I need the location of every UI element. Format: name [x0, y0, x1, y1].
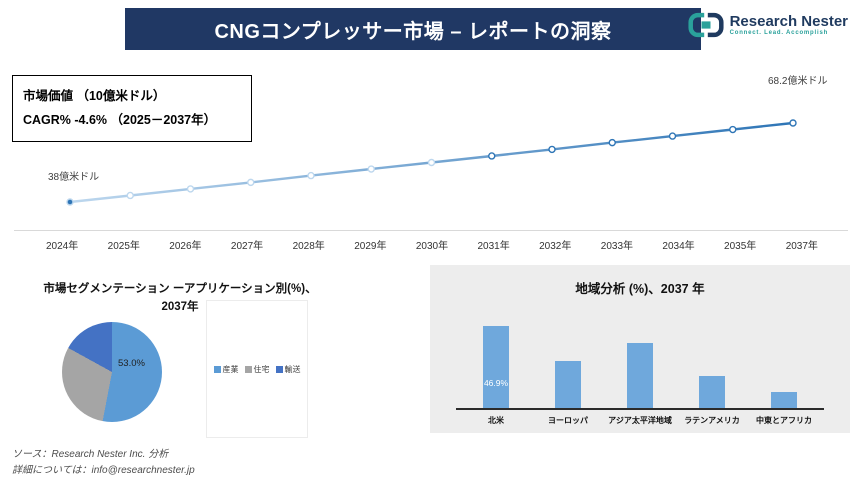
bar-area: [627, 316, 653, 408]
regional-analysis-panel: 地域分析 (%)、2037 年 46.9% 北米 ヨーロッパ アジア太平洋地域 ラテンア…: [430, 265, 850, 433]
line-data-point: [126, 191, 134, 200]
pie-title-line2: 2037年: [161, 300, 199, 313]
market-value-label: 市場価値 （10億米ドル）: [23, 89, 166, 103]
bar-category-label: 中東とアフリカ: [756, 416, 812, 425]
year-tick-label: 2028年: [292, 241, 325, 252]
legend-item: 住宅: [244, 364, 270, 375]
line-data-point: [548, 145, 556, 154]
legend-label: 輸送: [284, 364, 301, 374]
bar-category-label: ラテンアメリカ: [684, 416, 740, 425]
line-data-point: [186, 185, 195, 193]
bar-data-label: 46.9%: [483, 378, 509, 388]
line-end-value-label: 68.2億米ドル: [768, 76, 828, 87]
line-data-point: [668, 132, 677, 140]
bar-category-label: 北米: [488, 416, 504, 425]
line-data-point: [66, 198, 74, 206]
pie-legend-panel: 産業 住宅 輸送: [206, 300, 308, 438]
details-line: 詳細については：info@researchnester.jp: [12, 464, 195, 476]
line-data-point: [427, 158, 436, 167]
year-tick-label: 2026年: [169, 241, 202, 252]
bar-column: アジア太平洋地域: [604, 316, 676, 426]
bar: [627, 342, 653, 408]
report-title-banner: CNGコンプレッサー市場 – レポートの洞察: [125, 8, 701, 50]
page-title: CNGコンプレッサー市場 – レポートの洞察: [214, 20, 612, 43]
bar-column: ヨーロッパ: [532, 316, 604, 426]
legend-swatch: [244, 365, 252, 373]
year-tick-label: 2024年: [46, 241, 79, 252]
bar-column: 46.9% 北米: [460, 316, 532, 426]
year-tick-label: 2037年: [785, 241, 818, 252]
year-tick-label: 2033年: [600, 241, 634, 252]
bar-area: [771, 316, 797, 408]
legend-label: 住宅: [253, 364, 270, 374]
bar-column: 中東とアフリカ: [748, 316, 820, 426]
line-start-value-label: 38億米ドル: [48, 172, 100, 183]
year-tick-label: 2025年: [107, 241, 140, 252]
market-value-line-chart: [66, 119, 797, 206]
year-tick-label: 2032年: [539, 241, 572, 252]
legend-label: 産業: [222, 364, 239, 374]
legend-swatch: [275, 365, 283, 373]
line-data-point: [789, 119, 797, 127]
research-nester-logo: Research Nester Connect. Lead. Accomplis…: [688, 11, 848, 39]
bar: 46.9%: [483, 325, 509, 408]
pie-chart-title: 市場セグメンテーション ーアプリケーション別(%)、 2037年: [40, 281, 320, 317]
bar-area: [555, 316, 581, 408]
bar-area: 46.9%: [483, 316, 509, 408]
line-data-point: [307, 171, 315, 180]
research-nester-logo-icon: [688, 12, 724, 38]
logo-name: Research Nester: [729, 12, 848, 30]
pie-title-line1: 市場セグメンテーション ーアプリケーション別(%)、: [43, 283, 317, 295]
x-axis-line: [14, 230, 848, 231]
legend-swatch: [213, 365, 221, 373]
bar-chart-axis-line: [456, 408, 824, 410]
logo-text-block: Research Nester Connect. Lead. Accomplis…: [729, 12, 848, 37]
bar-chart-title: 地域分析 (%)、2037 年: [575, 282, 705, 296]
segmentation-pie-chart: [62, 322, 162, 422]
pie-legend: 産業 住宅 輸送: [213, 364, 301, 375]
logo-tagline: Connect. Lead. Accomplish: [729, 30, 829, 37]
source-note: ソース：Research Nester Inc. 分析 詳細については：info…: [12, 447, 195, 478]
year-tick-label: 2030年: [415, 241, 449, 252]
line-data-point: [488, 152, 496, 160]
bar-column: ラテンアメリカ: [676, 316, 748, 426]
bar: [555, 360, 581, 408]
bar-category-label: アジア太平洋地域: [608, 416, 672, 425]
bar: [699, 376, 725, 408]
year-tick-label: 2027年: [230, 241, 264, 252]
year-tick-label: 2031年: [477, 241, 510, 252]
x-axis-year-labels: 2024年 2025年 2026年 2027年 2028年 2029年 2030年 2031年…: [46, 237, 818, 252]
bar: [771, 392, 797, 408]
line-data-point: [247, 178, 255, 187]
bar-category-label: ヨーロッパ: [548, 416, 588, 425]
year-tick-label: 2034年: [662, 241, 695, 252]
bar-chart: 46.9% 北米 ヨーロッパ アジア太平洋地域 ラテンアメリカ 中東とアフリカ: [460, 316, 820, 426]
pie-data-label: 53.0%: [118, 358, 145, 369]
line-data-point: [608, 138, 616, 147]
legend-item: 輸送: [275, 364, 301, 375]
market-value-box: 市場価値 （10億米ドル） CAGR% -4.6% （2025－2037年）: [12, 75, 252, 142]
bar-area: [699, 316, 725, 408]
line-data-point: [367, 165, 375, 173]
year-tick-label: 2035年: [724, 241, 757, 252]
year-tick-label: 2029年: [354, 241, 387, 252]
source-line: ソース：Research Nester Inc. 分析: [12, 449, 169, 460]
line-data-point: [729, 125, 737, 134]
legend-item: 産業: [213, 364, 239, 375]
cagr-label: CAGR% -4.6% （2025－2037年）: [23, 113, 217, 128]
